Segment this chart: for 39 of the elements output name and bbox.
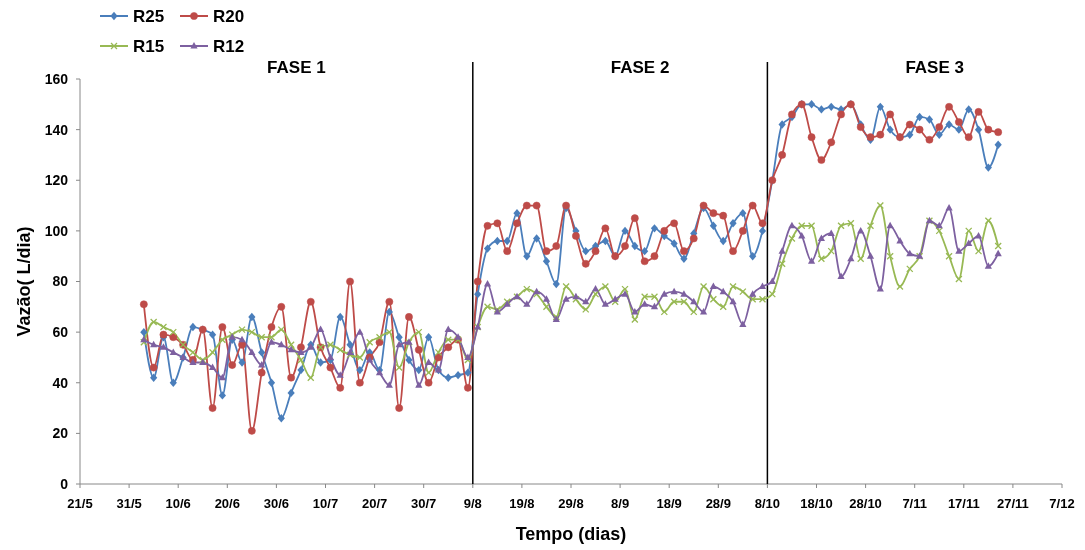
legend-label: R20 xyxy=(213,6,245,26)
y-tick-label: 100 xyxy=(44,222,69,239)
x-tick-label: 30/6 xyxy=(263,496,290,511)
y-axis-title: Vazão( L/dia) xyxy=(14,226,34,337)
x-tick-label: 29/8 xyxy=(558,496,584,511)
y-tick-label: 0 xyxy=(60,475,69,492)
legend-label: R25 xyxy=(133,6,165,26)
x-tick-label: 7/12 xyxy=(1049,496,1075,511)
x-tick-label: 18/9 xyxy=(656,496,682,511)
x-tick-label: 27/11 xyxy=(996,496,1029,511)
x-tick-label: 8/9 xyxy=(611,496,630,511)
x-tick-label: 9/8 xyxy=(463,496,482,511)
x-axis-title: Tempo (dias) xyxy=(515,524,627,544)
y-tick-label: 40 xyxy=(52,374,69,391)
y-tick-label: 20 xyxy=(52,425,69,442)
x-tick-label: 21/5 xyxy=(67,496,93,511)
text: FASE 1 xyxy=(267,58,326,77)
y-tick-label: 160 xyxy=(44,70,69,87)
x-tick-label: 7/11 xyxy=(902,496,927,511)
x-tick-label: 18/10 xyxy=(800,496,833,511)
y-tick-label: 140 xyxy=(44,121,69,138)
text: FASE 3 xyxy=(905,58,964,77)
text: FASE 2 xyxy=(610,58,670,77)
x-tick-label: 8/10 xyxy=(754,496,781,511)
x-tick-label: 28/10 xyxy=(849,496,882,511)
x-tick-label: 20/6 xyxy=(214,496,240,511)
x-tick-label: 10/7 xyxy=(312,496,339,511)
y-tick-label: 60 xyxy=(52,324,69,341)
x-tick-label: 10/6 xyxy=(165,496,191,511)
x-tick-label: 30/7 xyxy=(411,496,437,511)
y-tick-label: 80 xyxy=(52,273,69,290)
x-tick-label: 20/7 xyxy=(361,496,388,511)
x-tick-label: 31/5 xyxy=(116,496,142,511)
legend-label: R12 xyxy=(213,36,245,56)
y-tick-label: 120 xyxy=(44,172,69,189)
x-tick-label: 19/8 xyxy=(509,496,535,511)
x-tick-label: 17/11 xyxy=(947,496,980,511)
legend-label: R15 xyxy=(133,36,165,56)
x-tick-label: 28/9 xyxy=(705,496,731,511)
